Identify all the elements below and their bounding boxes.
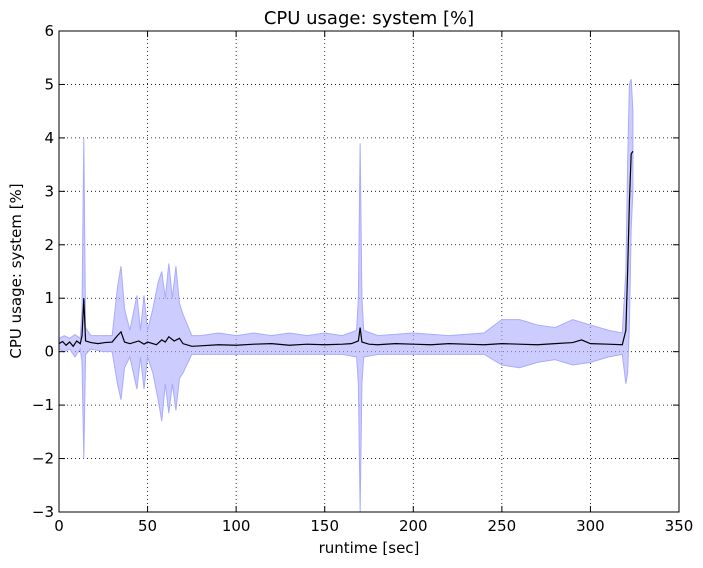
std-band-layer xyxy=(58,78,634,513)
y-tick-label: 5 xyxy=(44,75,54,93)
x-tick-label: 100 xyxy=(222,517,251,535)
y-tick-label: 3 xyxy=(44,182,54,200)
y-tick-label: 2 xyxy=(44,236,54,254)
y-tick-label: 0 xyxy=(44,343,54,361)
std-band-area xyxy=(58,78,634,513)
x-tick-label: 250 xyxy=(488,517,517,535)
y-tick-label: 1 xyxy=(44,289,54,307)
y-tick-labels: −3 −2 −1 0 1 2 3 4 5 6 xyxy=(32,22,54,521)
x-tick-label: 200 xyxy=(399,517,428,535)
y-tick-label: −3 xyxy=(32,503,54,521)
x-tick-label: 300 xyxy=(576,517,605,535)
x-tick-label: 0 xyxy=(54,517,64,535)
y-tick-label: −2 xyxy=(32,450,54,468)
x-tick-labels: 0 50 100 150 200 250 300 350 xyxy=(54,517,693,535)
plot-frame xyxy=(58,30,680,513)
y-tick-label: 4 xyxy=(44,129,54,147)
x-tick-label: 150 xyxy=(310,517,339,535)
y-axis-label: CPU usage: system [%] xyxy=(7,183,25,358)
x-tick-label: 50 xyxy=(138,517,157,535)
tick-marks xyxy=(58,30,680,513)
x-tick-label: 350 xyxy=(665,517,694,535)
mean-line xyxy=(58,150,634,348)
y-tick-label: 6 xyxy=(44,22,54,40)
chart-title: CPU usage: system [%] xyxy=(264,8,474,29)
x-axis-label: runtime [sec] xyxy=(319,539,420,557)
y-tick-label: −1 xyxy=(32,396,54,414)
mean-line-layer xyxy=(58,150,634,348)
